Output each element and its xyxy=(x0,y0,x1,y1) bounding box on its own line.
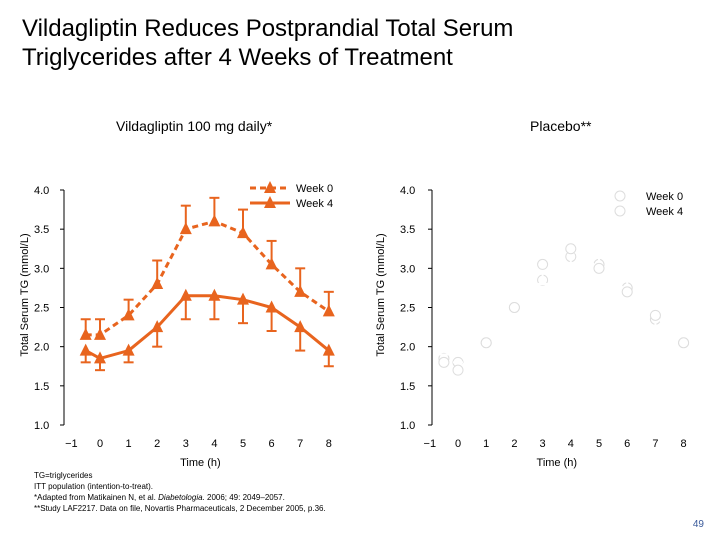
vildagliptin-x-tick-label: 7 xyxy=(297,438,303,450)
footnotes: TG=triglycerides ITT population (intenti… xyxy=(34,470,326,514)
vildagliptin-chart: 1.0 1.5 2.0 2.5 3.0 3.5 4.0 Total Serum TG (mmo… xyxy=(19,181,335,469)
placebo-x-axis-label: Time (h) xyxy=(537,457,578,469)
vildagliptin-series-week-0-marker xyxy=(265,257,278,270)
placebo-series-week-4-marker xyxy=(649,309,661,321)
vildagliptin-series-week-4-marker xyxy=(265,300,278,313)
placebo-y-tick-label: 2.5 xyxy=(400,303,415,315)
vildagliptin-series-week-4-marker xyxy=(237,292,249,305)
title-line-2: Triglycerides after 4 Weeks of Treatment xyxy=(22,44,453,71)
placebo-series-week-4-marker xyxy=(621,286,633,298)
placebo-x-tick-label: 6 xyxy=(624,438,630,450)
vildagliptin-series-week-4-line xyxy=(84,294,330,361)
slide-title: Vildagliptin Reduces Postprandial Total … xyxy=(22,14,702,72)
vildagliptin-x-tick-label: 5 xyxy=(240,438,246,450)
footnote-source-1: *Adapted from Matikainen N, et al. Diabe… xyxy=(34,492,326,503)
vildagliptin-y-tick-label: 1.5 xyxy=(34,381,49,393)
vildagliptin-legend-week-4-label: Week 4 xyxy=(296,198,333,210)
placebo-series-week-4-line xyxy=(443,246,685,373)
placebo-series-week-4-marker xyxy=(678,337,690,349)
placebo-series-week-4-marker xyxy=(508,302,520,313)
placebo-series-week-0-line xyxy=(443,254,685,364)
placebo-x-tick-label: 3 xyxy=(540,438,546,450)
vildagliptin-series-week-0-marker xyxy=(151,277,164,289)
vildagliptin-series-week-4-marker xyxy=(94,351,106,364)
placebo-x-tick-label: 0 xyxy=(455,438,461,450)
vildagliptin-series-week-4-marker xyxy=(151,320,164,333)
placebo-series-week-4-marker xyxy=(480,337,492,349)
vildagliptin-legend-week-4-marker xyxy=(264,196,276,208)
placebo-series-week-4-marker xyxy=(593,262,605,274)
footnote-journal: Diabetologia xyxy=(158,493,203,502)
placebo-y-tick-label: 4.0 xyxy=(400,185,415,197)
vildagliptin-x-tick-label: 6 xyxy=(269,438,275,450)
vildagliptin-series-week-4-marker xyxy=(208,288,221,301)
vildagliptin-series-week-0-marker xyxy=(208,214,221,227)
vildagliptin-series-week-0-marker xyxy=(122,308,135,321)
vildagliptin-y-axis-label: Total Serum TG (mmol/L) xyxy=(19,233,31,356)
vildagliptin-series-week-4-marker xyxy=(179,288,192,301)
placebo-x-tick-label: 5 xyxy=(596,438,602,450)
vildagliptin-x-tick-label: 8 xyxy=(326,438,332,450)
vildagliptin-series-week-4-marker xyxy=(122,343,135,356)
placebo-series-week-4-marker xyxy=(537,258,549,270)
title-line-1: Vildagliptin Reduces Postprandial Total … xyxy=(22,15,514,42)
placebo-panel-title: Placebo** xyxy=(530,118,592,134)
placebo-x-tick-label: 7 xyxy=(652,438,658,450)
vildagliptin-series-week-0-marker xyxy=(94,327,106,340)
placebo-legend-week-0-marker xyxy=(614,190,626,202)
vildagliptin-y-tick-label: 1.0 xyxy=(34,420,49,432)
placebo-y-tick-label: 2.0 xyxy=(400,342,415,354)
vildagliptin-y-tick-label: 2.0 xyxy=(34,342,49,354)
vildagliptin-x-tick-label: 2 xyxy=(154,438,160,450)
vildagliptin-series-week-4-marker xyxy=(294,320,307,333)
page-number: 49 xyxy=(692,519,704,530)
placebo-x-tick-label: 4 xyxy=(568,438,574,450)
footnote-source-1-post: . 2006; 49: 2049–2057. xyxy=(202,493,285,502)
footnote-source-2: **Study LAF2217. Data on file, Novartis … xyxy=(34,504,326,513)
placebo-series-week-4-marker xyxy=(438,356,450,368)
placebo-legend-week-4-marker xyxy=(614,205,626,217)
placebo-x-tick-label: 2 xyxy=(511,438,517,450)
vildagliptin-y-tick-label: 3.5 xyxy=(34,224,49,236)
vildagliptin-legend-week-0-marker xyxy=(264,181,276,193)
vildagliptin-x-tick-label: 1 xyxy=(126,438,132,450)
vildagliptin-x-tick-label: −1 xyxy=(65,438,78,450)
vildagliptin-y-tick-label: 3.0 xyxy=(34,263,49,275)
placebo-y-tick-label: 3.5 xyxy=(400,224,415,236)
vildagliptin-x-axis-label: Time (h) xyxy=(180,457,221,469)
placebo-legend-week-4-label: Week 4 xyxy=(646,206,683,218)
footnote-itt: ITT population (intention-to-treat). xyxy=(34,482,154,491)
placebo-series-week-4-marker xyxy=(452,364,464,376)
placebo-series-week-4-marker xyxy=(565,243,577,255)
vildagliptin-series-week-4-marker xyxy=(322,343,335,356)
placebo-y-tick-label: 3.0 xyxy=(400,263,415,275)
vildagliptin-series-week-0-marker xyxy=(237,226,249,239)
placebo-x-tick-label: −1 xyxy=(424,438,437,450)
vildagliptin-series-week-4-marker xyxy=(79,343,92,356)
placebo-y-tick-label: 1.0 xyxy=(400,420,415,432)
placebo-y-tick-label: 1.5 xyxy=(400,381,415,393)
vildagliptin-legend-week-0-label: Week 0 xyxy=(296,183,333,195)
vildagliptin-panel-title: Vildagliptin 100 mg daily* xyxy=(116,118,273,134)
vildagliptin-series-week-0-marker xyxy=(79,327,92,340)
vildagliptin-x-tick-label: 0 xyxy=(97,438,103,450)
placebo-y-axis-label: Total Serum TG (mmol/L) xyxy=(375,233,387,356)
footnote-tg: TG=triglycerides xyxy=(34,471,93,480)
footnote-source-1-pre: *Adapted from Matikainen N, et al. xyxy=(34,493,159,502)
placebo-x-tick-label: 8 xyxy=(681,438,687,450)
vildagliptin-x-tick-label: 4 xyxy=(211,438,217,450)
vildagliptin-series-week-0-marker xyxy=(294,284,307,297)
placebo-x-tick-label: 1 xyxy=(483,438,489,450)
vildagliptin-series-week-0-marker xyxy=(322,304,335,317)
vildagliptin-y-tick-label: 4.0 xyxy=(34,185,49,197)
vildagliptin-x-tick-label: 3 xyxy=(183,438,189,450)
vildagliptin-y-tick-label: 2.5 xyxy=(34,303,49,315)
vildagliptin-series-week-0-line xyxy=(85,219,330,337)
vildagliptin-series-week-0-marker xyxy=(179,222,192,235)
placebo-chart: 1.0 1.5 2.0 2.5 3.0 3.5 4.0 Total Serum TG (mmo… xyxy=(375,185,690,469)
placebo-legend-week-0-label: Week 0 xyxy=(646,191,683,203)
